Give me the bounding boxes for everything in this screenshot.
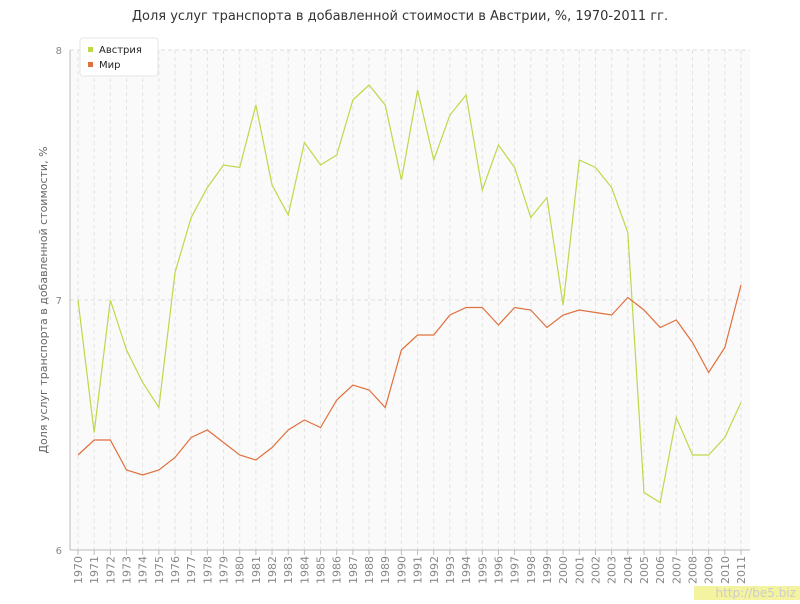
x-tick-label: 1991 — [412, 556, 425, 584]
x-tick-label: 1986 — [331, 556, 344, 584]
x-tick-label: 1980 — [234, 556, 247, 584]
x-tick-label: 1973 — [121, 556, 134, 584]
x-tick-label: 2004 — [622, 556, 635, 584]
x-tick-label: 2005 — [638, 556, 651, 584]
legend-swatch — [88, 62, 93, 67]
x-tick-label: 2007 — [670, 556, 683, 584]
x-tick-label: 1982 — [266, 556, 279, 584]
legend-box — [79, 37, 159, 77]
y-tick-label: 6 — [56, 546, 62, 557]
y-axis-label: Доля услуг транспорта в добавленной стои… — [37, 146, 50, 453]
watermark-bg — [694, 586, 800, 600]
x-tick-label: 1999 — [541, 556, 554, 584]
series-line — [77, 84, 742, 504]
x-tick-label: 1984 — [298, 556, 311, 584]
x-tick-label: 1974 — [137, 556, 150, 584]
x-tick-label: 1989 — [379, 556, 392, 584]
x-tick-label: 1978 — [201, 556, 214, 584]
x-tick-label: 1981 — [250, 556, 263, 584]
x-tick-label: 2000 — [557, 556, 570, 584]
x-tick-label: 2009 — [703, 556, 716, 584]
x-tick-label: 1996 — [492, 556, 505, 584]
x-tick-label: 1988 — [363, 556, 376, 584]
x-tick-label: 2008 — [686, 556, 699, 584]
x-tick-label: 1985 — [315, 556, 328, 584]
x-tick-label: 1979 — [218, 556, 231, 584]
x-tick-label: 1994 — [460, 556, 473, 584]
x-tick-label: 1977 — [185, 556, 198, 584]
x-tick-label: 2003 — [606, 556, 619, 584]
x-tick-label: 2006 — [654, 556, 667, 584]
x-tick-label: 1970 — [72, 556, 85, 584]
x-tick-label: 2001 — [573, 556, 586, 584]
y-tick-label: 7 — [56, 296, 62, 307]
x-tick-label: 1995 — [476, 556, 489, 584]
x-tick-label: 1997 — [509, 556, 522, 584]
x-tick-label: 1998 — [525, 556, 538, 584]
x-tick-label: 2002 — [589, 556, 602, 584]
legend-label: Австрия — [99, 45, 142, 56]
x-tick-label: 1990 — [395, 556, 408, 584]
x-tick-label: 2010 — [719, 556, 732, 584]
x-tick-label: 1972 — [104, 556, 117, 584]
y-tick-label: 8 — [56, 46, 62, 57]
legend-swatch — [88, 47, 93, 52]
series-line — [77, 284, 742, 476]
x-tick-label: 1983 — [282, 556, 295, 584]
x-tick-label: 1993 — [444, 556, 457, 584]
x-tick-label: 1975 — [153, 556, 166, 584]
x-tick-label: 1976 — [169, 556, 182, 584]
watermark: http://be5.biz — [716, 586, 796, 600]
x-tick-label: 1987 — [347, 556, 360, 584]
legend-label: Мир — [99, 60, 120, 71]
x-tick-label: 1992 — [428, 556, 441, 584]
chart-title: Доля услуг транспорта в добавленной стои… — [132, 9, 668, 24]
x-tick-label: 1971 — [88, 556, 101, 584]
x-tick-label: 2011 — [735, 556, 748, 584]
